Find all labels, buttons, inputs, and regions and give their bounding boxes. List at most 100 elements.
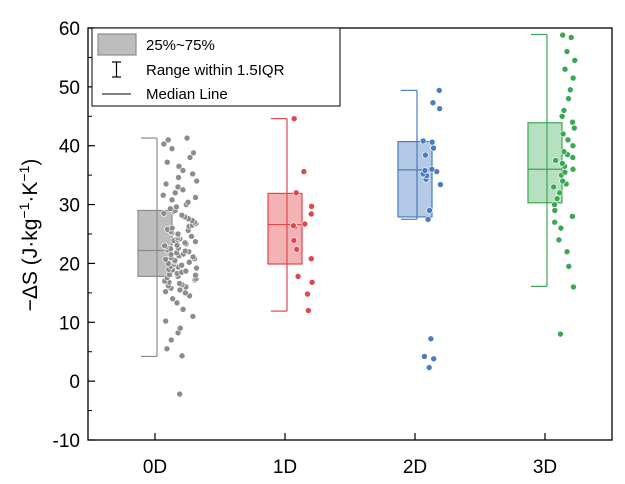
data-point — [185, 258, 193, 266]
box-group-0D — [137, 134, 200, 398]
data-point — [551, 218, 558, 226]
data-point — [189, 313, 197, 320]
data-point — [567, 34, 575, 41]
data-point — [561, 168, 569, 176]
y-tick-label: 50 — [59, 78, 80, 99]
data-point — [179, 306, 187, 313]
data-point — [188, 233, 195, 240]
y-axis-title-exp2: −1 — [16, 165, 32, 181]
data-point — [178, 261, 185, 269]
box-group-3D — [527, 31, 579, 338]
data-point — [561, 65, 569, 73]
data-point — [181, 247, 189, 255]
data-point — [560, 148, 568, 155]
y-tick-label: -10 — [53, 431, 80, 452]
data-point — [162, 256, 170, 263]
data-point — [428, 165, 436, 173]
data-point — [550, 183, 557, 191]
box-group-1D — [267, 115, 316, 314]
data-point — [421, 167, 429, 174]
data-point — [570, 124, 578, 132]
y-axis-title: −ΔS (J·kg−1·K−1) — [16, 159, 42, 312]
data-point — [167, 205, 174, 212]
data-point — [557, 224, 565, 232]
data-point — [179, 167, 187, 174]
data-point — [425, 364, 433, 371]
legend: 25%~75% Range within 1.5IQR Median Line — [91, 27, 341, 107]
data-point — [189, 170, 196, 178]
data-point — [555, 236, 563, 244]
y-tick-label: 30 — [59, 196, 80, 217]
data-point — [436, 105, 443, 112]
data-point — [182, 289, 189, 297]
data-point — [564, 136, 572, 144]
data-point — [192, 271, 199, 279]
data-point — [422, 151, 429, 159]
data-point — [560, 107, 568, 114]
data-point — [559, 130, 567, 138]
data-point — [173, 299, 181, 307]
data-point — [163, 345, 171, 353]
data-point — [168, 196, 176, 204]
data-point — [189, 253, 197, 261]
data-point — [571, 57, 579, 64]
data-point — [304, 290, 311, 298]
x-tick-label: 2D — [403, 457, 427, 478]
data-point — [565, 95, 572, 102]
data-point — [290, 237, 298, 244]
data-point — [559, 31, 566, 39]
y-tick-label: 20 — [59, 254, 80, 275]
data-point — [563, 48, 571, 55]
data-point — [569, 154, 577, 161]
data-point — [567, 86, 574, 94]
data-point — [173, 203, 180, 211]
data-point — [175, 163, 183, 170]
data-point — [178, 352, 186, 360]
data-point — [308, 203, 315, 210]
data-point — [167, 336, 175, 344]
data-point — [569, 118, 576, 126]
data-point — [307, 210, 315, 218]
data-point — [192, 194, 199, 201]
data-point — [161, 242, 168, 250]
data-point — [171, 189, 179, 197]
data-point — [557, 330, 564, 338]
data-point — [570, 283, 577, 291]
data-point — [569, 165, 577, 173]
data-point — [430, 355, 438, 363]
data-point — [168, 145, 176, 152]
data-point — [169, 295, 176, 303]
svg-text:−ΔS (J·kg−1·K−1): −ΔS (J·kg−1·K−1) — [16, 159, 42, 312]
data-point — [307, 255, 315, 263]
x-tick-label: 1D — [273, 457, 297, 478]
data-point — [305, 307, 312, 314]
data-point — [164, 136, 172, 144]
data-point — [163, 158, 171, 166]
legend-box-swatch — [97, 33, 137, 56]
legend-whisker-swatch — [112, 61, 121, 78]
data-point — [301, 220, 309, 228]
data-point — [179, 186, 187, 194]
data-point — [426, 207, 433, 214]
y-axis-title-exp1: −1 — [16, 202, 32, 218]
data-point — [175, 174, 182, 181]
data-point — [181, 239, 189, 247]
data-point — [294, 273, 302, 280]
data-point — [178, 211, 186, 219]
box-group-2D — [397, 87, 444, 371]
data-point — [293, 246, 301, 253]
data-point — [437, 181, 444, 188]
data-point — [563, 248, 571, 255]
x-tick-label: 3D — [533, 457, 557, 478]
data-point — [558, 160, 566, 167]
data-point — [176, 280, 183, 287]
data-point — [430, 144, 437, 152]
data-point — [300, 168, 308, 175]
data-point — [176, 390, 183, 398]
data-point — [556, 189, 563, 197]
data-point — [182, 267, 190, 275]
data-point — [427, 335, 435, 343]
data-point — [553, 195, 561, 202]
data-point — [183, 134, 191, 142]
